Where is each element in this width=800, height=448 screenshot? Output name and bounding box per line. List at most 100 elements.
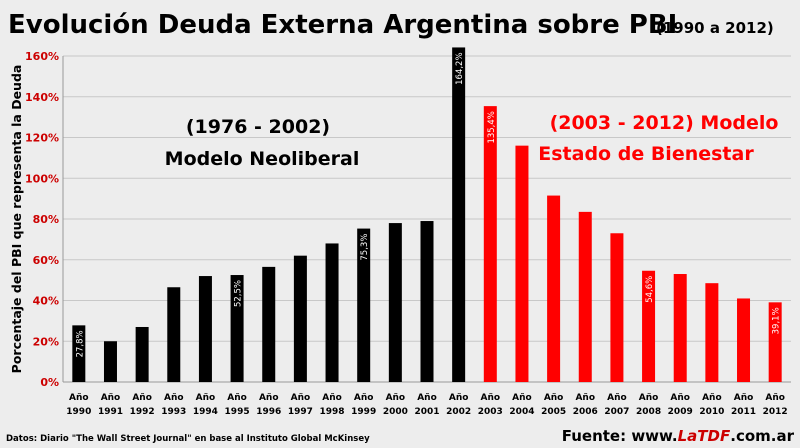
x-tick-prefix: Año — [291, 393, 311, 403]
y-tick-label: 40% — [33, 295, 59, 308]
bar-2005 — [547, 195, 561, 382]
bar-1992 — [135, 326, 149, 382]
x-tick-year: 1991 — [98, 407, 123, 417]
bar-2006 — [578, 211, 592, 382]
bar-1990 — [72, 325, 86, 382]
x-tick-year: 1996 — [256, 407, 281, 417]
x-tick-year: 1993 — [161, 407, 186, 417]
x-tick-year: 2002 — [446, 407, 471, 417]
fuente-prefix: Fuente: www. — [562, 427, 678, 445]
x-tick-prefix: Año — [164, 393, 184, 403]
x-tick-year: 2004 — [509, 407, 534, 417]
x-tick-prefix: Año — [227, 393, 247, 403]
bar-2002 — [452, 47, 466, 382]
x-tick-prefix: Año — [101, 393, 121, 403]
bar-value-label: 27,8% — [75, 330, 85, 357]
y-tick-label: 120% — [25, 132, 59, 145]
bar-2008 — [642, 270, 656, 382]
x-tick-year: 1999 — [351, 407, 376, 417]
x-tick-prefix: Año — [417, 393, 437, 403]
bar-1991 — [103, 341, 117, 382]
bar-value-labels: 27,8% 52,5% 75,3% 164,2% 135,4% 54,6% 39,1% — [75, 52, 781, 357]
bar-value-label: 135,4% — [487, 111, 497, 143]
chart-subtitle: (1990 a 2012) — [656, 19, 774, 37]
bar-value-label: 52,5% — [234, 280, 244, 307]
bar-2001 — [420, 221, 434, 382]
x-tick-prefix: Año — [670, 393, 690, 403]
bar-2007 — [610, 233, 624, 382]
x-tick-prefix: Año — [481, 393, 501, 403]
x-tick-prefix: Año — [544, 393, 564, 403]
bar-2012 — [768, 302, 782, 382]
annotation-neoliberal-model: Modelo Neoliberal — [165, 148, 360, 170]
y-tick-label: 0% — [40, 376, 59, 389]
y-tick-label: 100% — [25, 172, 59, 185]
bar-2004 — [515, 145, 529, 382]
x-tick-year: 2008 — [636, 407, 661, 417]
bar-1997 — [293, 255, 307, 382]
x-tick-year: 2001 — [414, 407, 439, 417]
x-tick-labels: Año 1990 Año 1991 Año 1992 Año 1993 Año 1994 Año 19… — [66, 393, 787, 417]
gridlines — [62, 55, 791, 383]
x-tick-year: 2010 — [699, 407, 724, 417]
bar-2010 — [705, 283, 719, 382]
x-tick-prefix: Año — [132, 393, 152, 403]
x-tick-prefix: Año — [449, 393, 469, 403]
x-tick-year: 2003 — [478, 407, 503, 417]
bar-1996 — [262, 266, 276, 382]
x-tick-year: 1992 — [130, 407, 155, 417]
bar-1999 — [357, 228, 371, 382]
x-tick-prefix: Año — [607, 393, 627, 403]
y-tick-label: 80% — [33, 213, 59, 226]
y-tick-label: 20% — [33, 335, 59, 348]
x-tick-prefix: Año — [354, 393, 374, 403]
bar-value-label: 54,6% — [645, 276, 655, 303]
fuente-suffix: .com.ar — [730, 427, 794, 445]
x-tick-year: 2009 — [668, 407, 693, 417]
x-tick-prefix: Año — [322, 393, 342, 403]
x-tick-prefix: Año — [639, 393, 659, 403]
y-tick-label: 60% — [33, 254, 59, 267]
x-tick-prefix: Año — [69, 393, 89, 403]
bar-1994 — [198, 276, 212, 382]
x-tick-year: 1990 — [66, 407, 91, 417]
x-tick-year: 2012 — [763, 407, 788, 417]
bar-value-label: 164,2% — [455, 52, 465, 84]
bars — [72, 47, 782, 382]
bar-2003 — [483, 106, 497, 382]
bar-1993 — [167, 287, 181, 382]
x-tick-prefix: Año — [734, 393, 754, 403]
x-tick-prefix: Año — [575, 393, 595, 403]
x-tick-prefix: Año — [259, 393, 279, 403]
x-tick-prefix: Año — [196, 393, 216, 403]
x-tick-year: 2000 — [383, 407, 408, 417]
bar-value-label: 75,3% — [360, 234, 370, 261]
y-tick-label: 160% — [25, 50, 59, 63]
bar-1998 — [325, 243, 339, 382]
bar-1995 — [230, 275, 244, 382]
bar-2009 — [673, 274, 687, 382]
x-tick-year: 2007 — [604, 407, 629, 417]
x-tick-year: 1998 — [320, 407, 345, 417]
y-tick-label: 140% — [25, 91, 59, 104]
x-tick-year: 1995 — [225, 407, 250, 417]
chart-title: Evolución Deuda Externa Argentina sobre … — [8, 10, 677, 40]
y-axis-label: Porcentaje del PBI que representa la Deu… — [9, 65, 24, 374]
bar-value-label: 39,1% — [772, 307, 782, 334]
source-note: Datos: Diario "The Wall Street Journal" … — [6, 434, 370, 444]
x-tick-prefix: Año — [702, 393, 722, 403]
x-tick-year: 1997 — [288, 407, 313, 417]
x-tick-year: 2005 — [541, 407, 566, 417]
x-tick-year: 1994 — [193, 407, 218, 417]
fuente-credit: Fuente: www.LaTDF.com.ar — [562, 427, 795, 445]
bar-2000 — [388, 223, 402, 382]
annotation-bienestar-model: Estado de Bienestar — [538, 143, 754, 165]
bar-2011 — [737, 298, 751, 382]
x-tick-year: 2011 — [731, 407, 756, 417]
x-tick-prefix: Año — [386, 393, 406, 403]
x-tick-prefix: Año — [765, 393, 785, 403]
x-tick-year: 2006 — [573, 407, 598, 417]
y-tick-labels: 0% 20% 40% 60% 80% 100% 120% 140% 160% — [25, 50, 59, 389]
